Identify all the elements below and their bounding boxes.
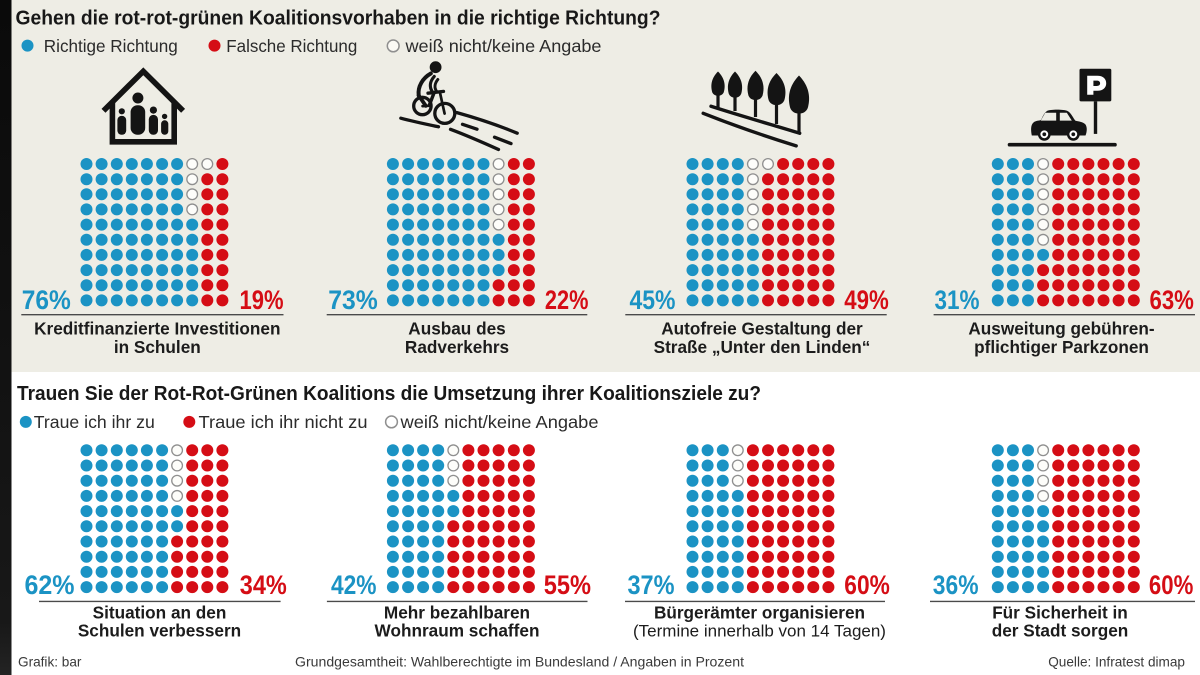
svg-text:34%: 34% [240, 570, 287, 600]
svg-text:49%: 49% [844, 285, 889, 315]
svg-text:Traue ich ihr zu: Traue ich ihr zu [34, 412, 155, 432]
svg-text:63%: 63% [1150, 285, 1194, 315]
svg-text:60%: 60% [1149, 570, 1193, 600]
svg-text:weiß nicht/keine Angabe: weiß nicht/keine Angabe [404, 36, 601, 56]
svg-text:Bürgerämter organisieren: Bürgerämter organisieren [654, 602, 865, 622]
svg-text:42%: 42% [331, 570, 377, 600]
svg-text:36%: 36% [933, 570, 979, 600]
svg-text:Gehen die rot-rot-grünen Koali: Gehen die rot-rot-grünen Koalitionsvorha… [16, 8, 661, 30]
svg-text:62%: 62% [25, 570, 75, 600]
svg-text:76%: 76% [22, 285, 71, 315]
svg-text:Ausbau des: Ausbau des [408, 319, 505, 339]
svg-text:Radverkehrs: Radverkehrs [405, 337, 509, 357]
svg-text:Quelle: Infratest dimap: Quelle: Infratest dimap [1048, 654, 1185, 669]
svg-text:Mehr bezahlbaren: Mehr bezahlbaren [384, 602, 530, 622]
svg-text:Wohnraum schaffen: Wohnraum schaffen [375, 621, 540, 641]
svg-text:19%: 19% [240, 285, 284, 315]
svg-text:(Termine innerhalb von 14 Tage: (Termine innerhalb von 14 Tagen) [633, 622, 886, 641]
svg-text:Richtige Richtung: Richtige Richtung [44, 36, 178, 56]
svg-text:60%: 60% [844, 570, 890, 600]
svg-text:73%: 73% [328, 285, 378, 315]
svg-text:Trauen Sie der Rot-Rot-Grünen: Trauen Sie der Rot-Rot-Grünen Koalitions… [17, 383, 761, 405]
svg-text:Traue ich ihr nicht zu: Traue ich ihr nicht zu [199, 412, 368, 432]
svg-text:Grundgesamtheit: Wahlberechtig: Grundgesamtheit: Wahlberechtigte im Bund… [295, 654, 744, 669]
svg-text:Ausweitung gebühren-: Ausweitung gebühren- [968, 319, 1154, 339]
svg-text:55%: 55% [544, 570, 591, 600]
svg-text:in Schulen: in Schulen [114, 337, 201, 357]
svg-text:31%: 31% [935, 285, 980, 315]
svg-text:Kreditfinanzierte Investitione: Kreditfinanzierte Investitionen [34, 319, 280, 339]
svg-text:22%: 22% [545, 285, 589, 315]
svg-text:Straße „Unter den Linden“: Straße „Unter den Linden“ [654, 337, 871, 357]
svg-text:Autofreie Gestaltung der: Autofreie Gestaltung der [661, 319, 863, 339]
svg-text:Für Sicherheit in: Für Sicherheit in [992, 602, 1128, 622]
svg-text:weiß nicht/keine Angabe: weiß nicht/keine Angabe [399, 412, 598, 432]
svg-text:der Stadt sorgen: der Stadt sorgen [992, 621, 1129, 641]
svg-text:pflichtiger Parkzonen: pflichtiger Parkzonen [974, 337, 1149, 357]
svg-text:Situation an den: Situation an den [93, 602, 227, 622]
svg-text:Falsche Richtung: Falsche Richtung [226, 36, 357, 56]
svg-text:45%: 45% [630, 285, 676, 315]
svg-text:Schulen verbessern: Schulen verbessern [78, 621, 241, 641]
svg-text:Grafik: bar: Grafik: bar [18, 654, 82, 669]
svg-text:37%: 37% [628, 570, 675, 600]
